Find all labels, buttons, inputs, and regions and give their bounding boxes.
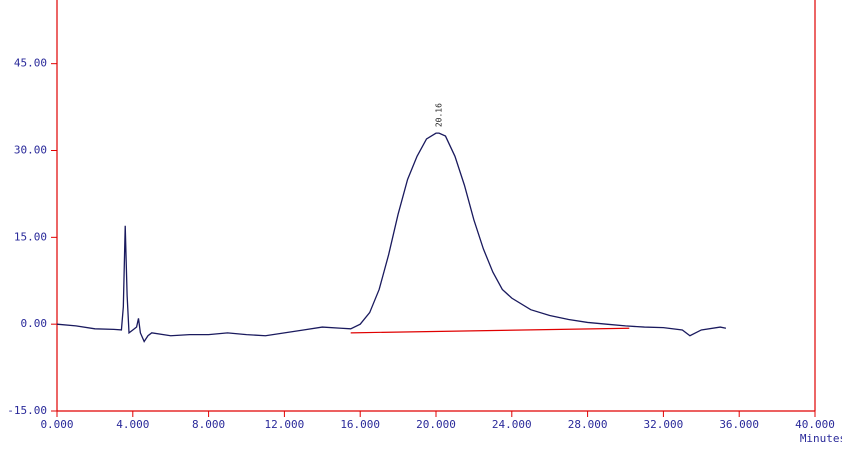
y-tick-label: -15.00	[7, 404, 47, 417]
x-tick-label: 8.000	[192, 418, 225, 431]
y-tick-label: 45.00	[14, 57, 47, 70]
x-tick-label: 28.000	[568, 418, 608, 431]
x-tick-label: 32.000	[644, 418, 684, 431]
y-tick-label: 30.00	[14, 144, 47, 157]
x-tick-label: 36.000	[719, 418, 759, 431]
peak-label: 20.16	[435, 103, 444, 127]
y-tick-label: 15.00	[14, 230, 47, 243]
baseline	[350, 327, 630, 334]
x-tick-label: 0.000	[40, 418, 73, 431]
x-tick-label: 4.000	[116, 418, 149, 431]
x-tick-label: 12.000	[265, 418, 305, 431]
signal-line	[56, 132, 727, 343]
x-tick-label: 16.000	[340, 418, 380, 431]
x-tick-label: 24.000	[492, 418, 532, 431]
x-tick-label: 40.000	[795, 418, 835, 431]
y-tick-label: 0.00	[21, 317, 48, 330]
x-axis-label: Minutes	[800, 432, 842, 445]
x-tick-label: 20.000	[416, 418, 456, 431]
